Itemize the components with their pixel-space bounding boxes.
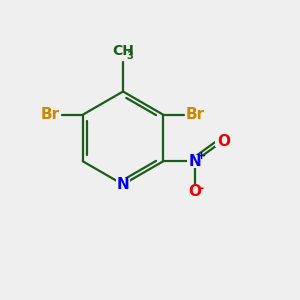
Bar [116, 178, 130, 191]
Text: N: N [188, 154, 201, 169]
Text: Br: Br [186, 107, 205, 122]
Text: -: - [199, 182, 204, 195]
Text: CH: CH [112, 44, 134, 58]
Text: +: + [197, 151, 206, 161]
Bar [188, 185, 202, 197]
Text: 3: 3 [126, 51, 133, 61]
Text: Br: Br [41, 107, 60, 122]
Text: O: O [188, 184, 201, 199]
Text: O: O [218, 134, 231, 149]
Bar [215, 136, 228, 148]
Bar [187, 155, 203, 167]
Text: N: N [117, 177, 129, 192]
